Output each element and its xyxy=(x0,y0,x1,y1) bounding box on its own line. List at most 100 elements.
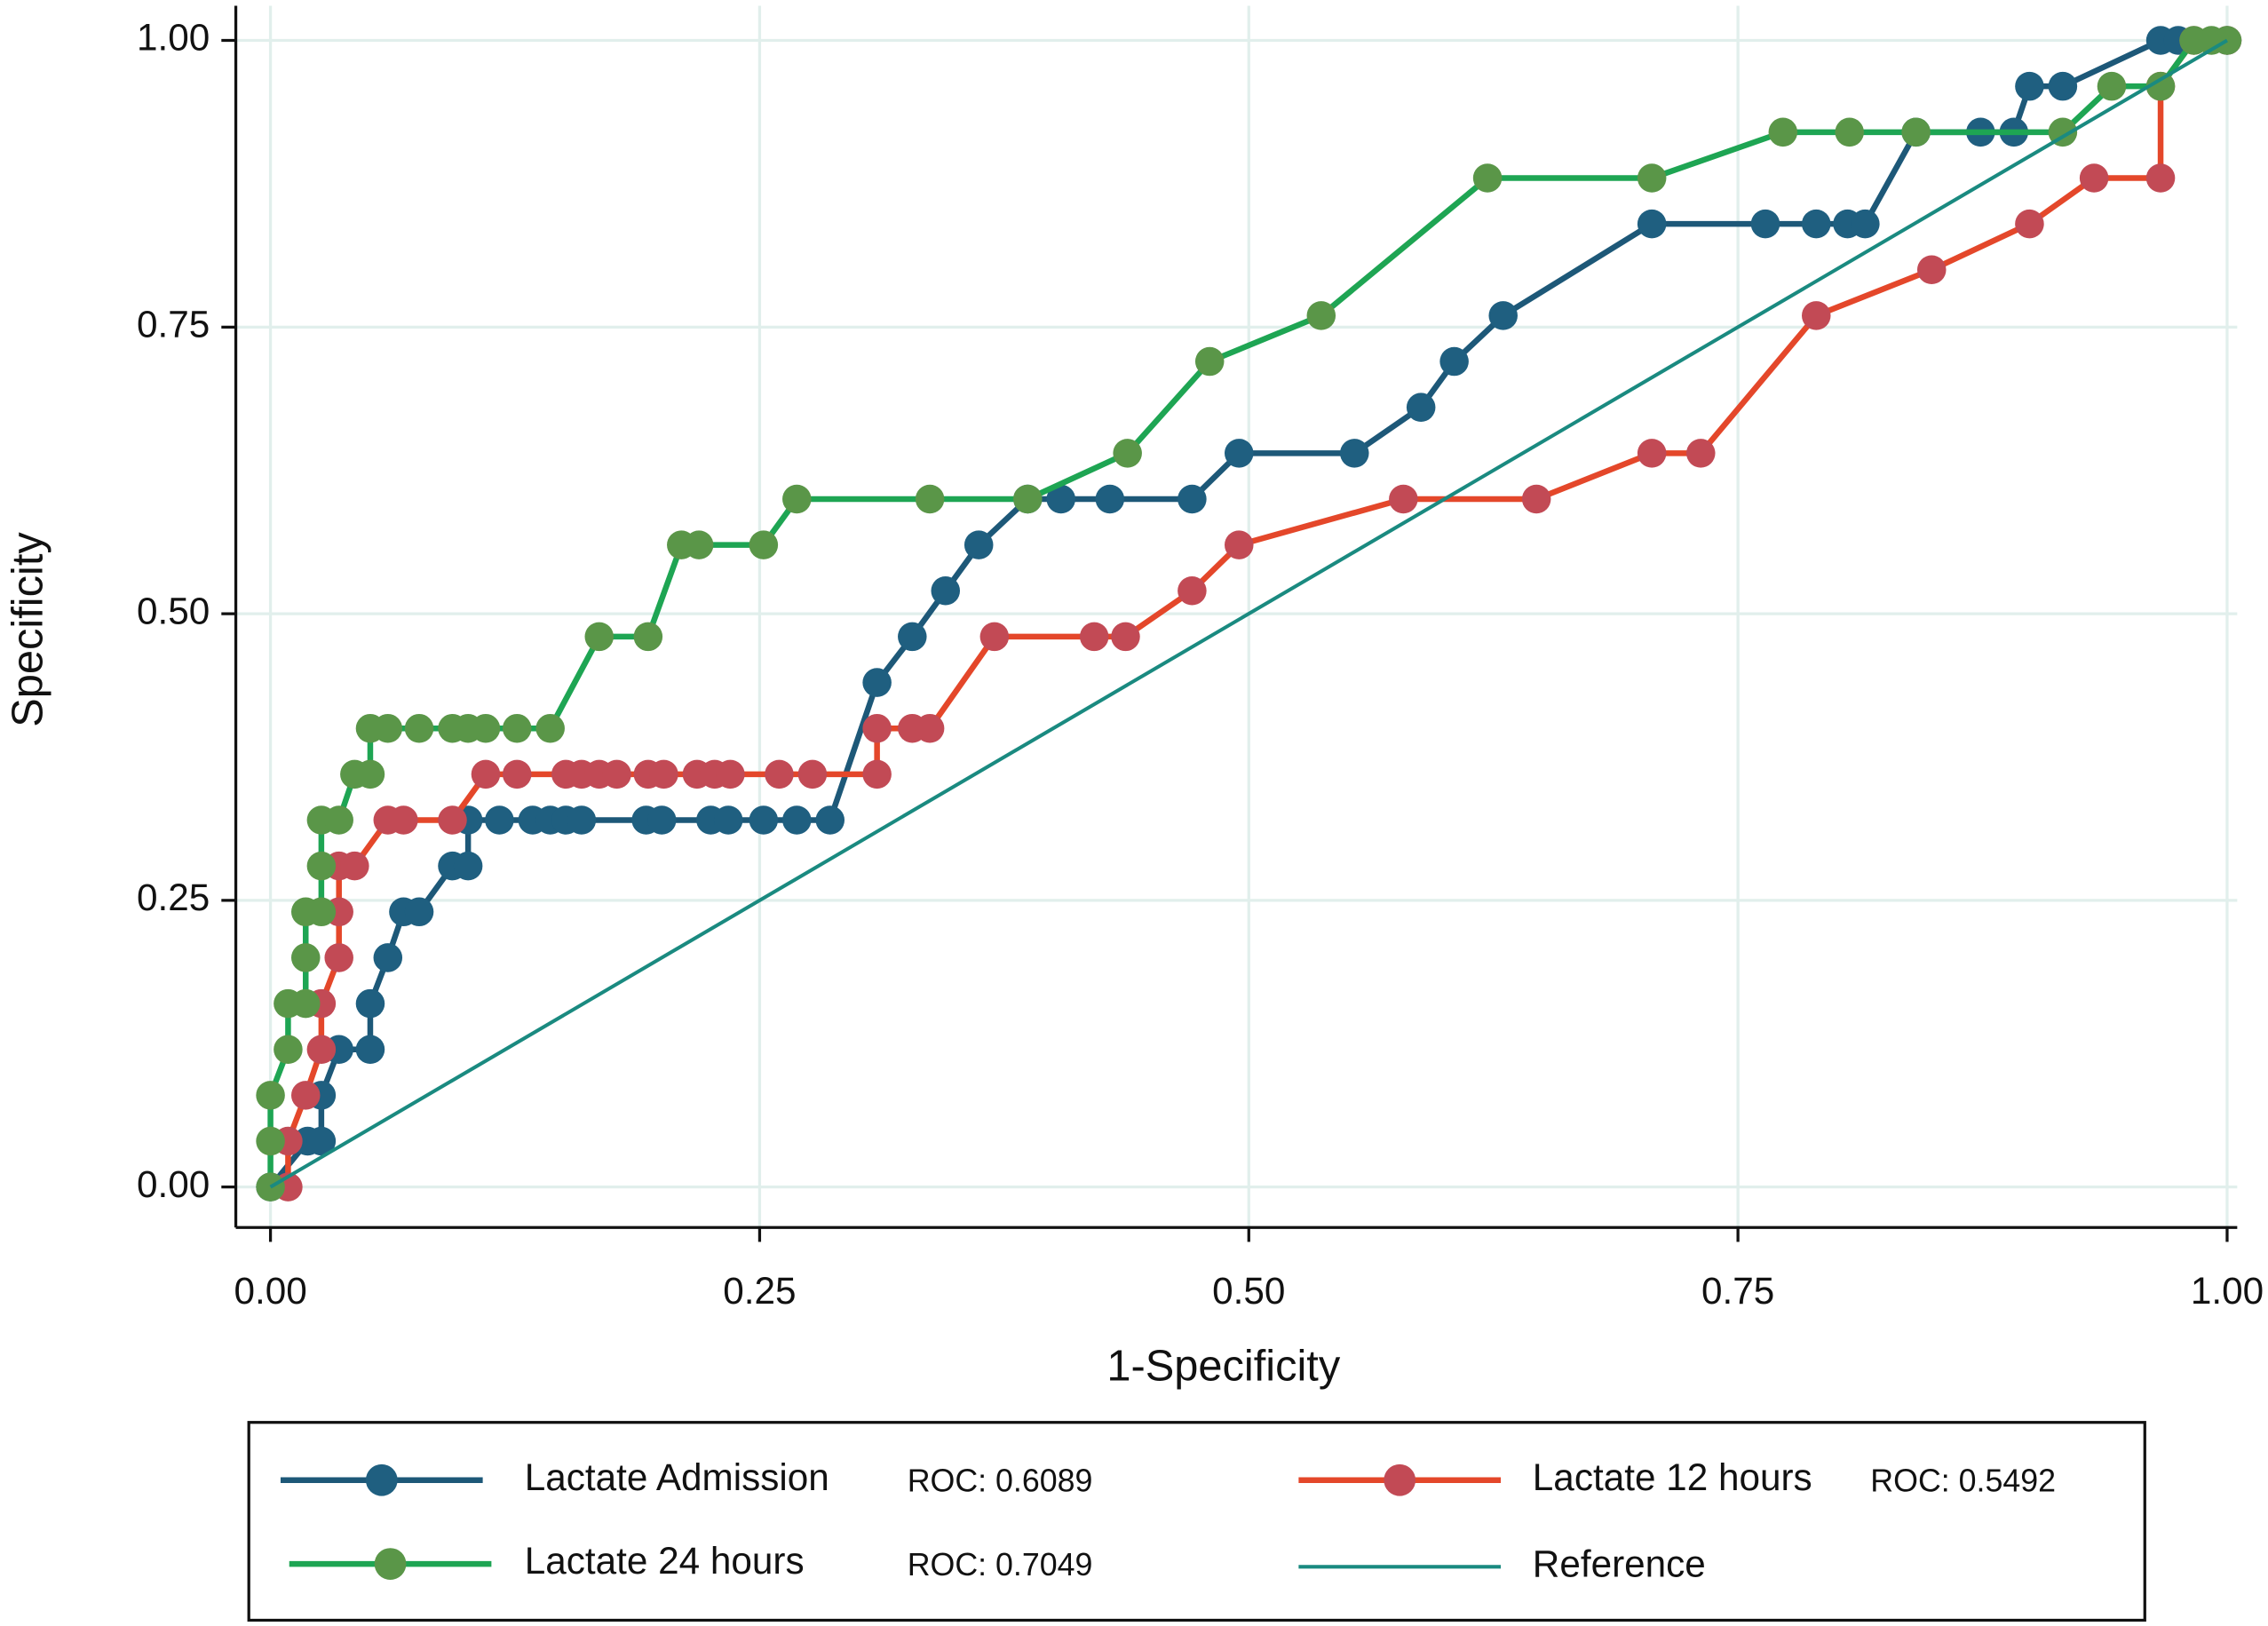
point xyxy=(567,805,597,835)
y-tick-label: 0.25 xyxy=(137,876,210,918)
point xyxy=(1750,209,1780,239)
x-axis-label: 1-Specificity xyxy=(1106,1342,1340,1390)
point xyxy=(324,943,353,972)
point xyxy=(1637,439,1667,468)
point xyxy=(256,1081,285,1110)
legend-label: Lactate 12 hours xyxy=(1533,1456,1812,1498)
x-tick-label: 0.75 xyxy=(1701,1270,1774,1312)
point xyxy=(256,1126,285,1156)
point xyxy=(471,759,501,789)
point xyxy=(306,1126,337,1156)
point xyxy=(2097,71,2127,101)
legend-marker xyxy=(374,1548,407,1580)
point xyxy=(1472,163,1503,193)
point xyxy=(931,576,961,606)
point xyxy=(915,484,945,514)
legend-roc: ROC: 0.5492 xyxy=(1870,1463,2056,1498)
point xyxy=(389,805,418,835)
point xyxy=(306,1035,337,1064)
series-line xyxy=(269,38,2228,1189)
point xyxy=(898,622,927,652)
legend-marker xyxy=(365,1463,398,1496)
point xyxy=(1901,117,1931,147)
point xyxy=(649,759,678,789)
point xyxy=(535,713,565,743)
point xyxy=(1801,301,1831,330)
point xyxy=(324,805,353,835)
point xyxy=(716,759,745,789)
point xyxy=(1637,163,1667,193)
point xyxy=(1521,484,1551,514)
point xyxy=(2015,209,2044,239)
point xyxy=(815,805,845,835)
y-tick-label: 0.75 xyxy=(137,303,210,345)
point xyxy=(290,988,321,1019)
point xyxy=(915,713,945,743)
legend-roc: ROC: 0.6089 xyxy=(908,1463,1093,1498)
point xyxy=(404,897,434,927)
point xyxy=(647,805,677,835)
y-axis-label: Specificity xyxy=(4,532,52,727)
point xyxy=(964,530,994,559)
x-tick-label: 0.25 xyxy=(723,1270,796,1312)
point xyxy=(355,1035,385,1064)
point xyxy=(1916,255,1947,285)
point xyxy=(2048,71,2078,101)
point xyxy=(1111,622,1140,652)
point xyxy=(1224,439,1254,468)
point xyxy=(355,988,385,1019)
point xyxy=(2079,163,2109,193)
point xyxy=(862,759,892,789)
point xyxy=(1079,622,1109,652)
point xyxy=(1406,393,1436,422)
y-tick-label: 0.00 xyxy=(137,1163,210,1205)
point xyxy=(1178,576,1207,606)
x-tick-label: 0.00 xyxy=(234,1270,306,1312)
point xyxy=(1768,117,1798,147)
legend-label: Reference xyxy=(1533,1543,1706,1585)
point xyxy=(1685,439,1716,468)
point xyxy=(782,484,812,514)
point xyxy=(1851,209,1880,239)
point xyxy=(404,713,434,743)
point xyxy=(979,622,1010,652)
point xyxy=(684,530,714,559)
point xyxy=(862,668,892,697)
point xyxy=(274,1035,303,1064)
point xyxy=(633,622,663,652)
point xyxy=(782,805,812,835)
point xyxy=(2015,71,2044,101)
legend-label: Lactate 24 hours xyxy=(525,1540,805,1582)
point xyxy=(453,851,483,881)
point xyxy=(340,851,369,881)
point xyxy=(306,897,337,927)
point xyxy=(502,713,532,743)
point xyxy=(373,943,403,972)
point xyxy=(485,805,514,835)
point xyxy=(1389,484,1418,514)
point xyxy=(1046,484,1076,514)
point xyxy=(602,759,631,789)
legend-label: Lactate Admission xyxy=(525,1456,829,1498)
point xyxy=(584,622,615,652)
legend-roc: ROC: 0.7049 xyxy=(908,1547,1093,1582)
point xyxy=(1488,301,1518,330)
point xyxy=(765,759,794,789)
y-tick-label: 1.00 xyxy=(137,17,210,59)
legend-box xyxy=(247,1421,2146,1622)
point xyxy=(306,851,337,881)
point xyxy=(797,759,828,789)
point xyxy=(2145,163,2176,193)
point xyxy=(290,1081,321,1110)
point xyxy=(713,805,743,835)
point xyxy=(502,759,532,789)
point xyxy=(749,530,779,559)
point xyxy=(1178,484,1207,514)
point xyxy=(1339,439,1369,468)
point xyxy=(290,943,321,972)
point xyxy=(355,759,385,789)
point xyxy=(749,805,779,835)
point xyxy=(1224,530,1254,559)
